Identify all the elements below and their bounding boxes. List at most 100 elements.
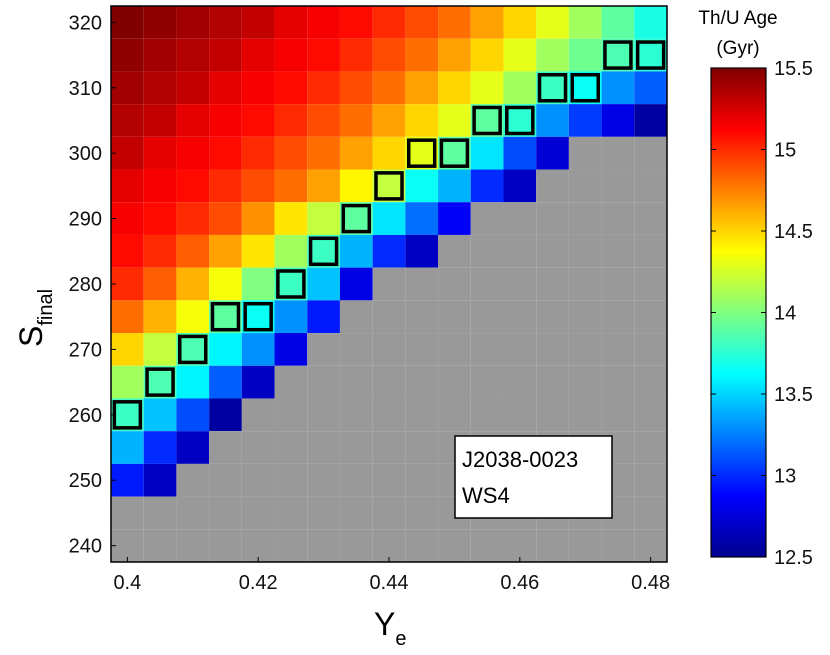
heatmap-cell (143, 529, 177, 562)
heatmap-cell (372, 234, 406, 268)
heatmap-cell (372, 267, 406, 301)
heatmap-cell (176, 333, 210, 366)
heatmap-cell (470, 333, 504, 366)
heatmap-cell (307, 398, 340, 432)
heatmap-cell (536, 234, 569, 268)
colorbar-ticks: 12.5 13 13.5 14 14.5 15 15.5 (711, 58, 813, 569)
heatmap-cell (438, 169, 471, 203)
heatmap-cell (503, 529, 537, 562)
heatmap-cell (568, 202, 602, 235)
heatmap-cell (536, 202, 569, 235)
heatmap-cell (176, 398, 210, 432)
x-tick-label: 0.42 (239, 572, 278, 594)
heatmap-cell (339, 333, 373, 366)
heatmap-cell (307, 71, 340, 105)
colorbar-tick-label: 13.5 (774, 384, 813, 406)
heatmap-cell (601, 398, 635, 432)
heatmap-cell (339, 496, 373, 530)
heatmap-cell (143, 365, 177, 399)
heatmap-cell (568, 169, 602, 203)
heatmap-cell (241, 431, 275, 464)
heatmap-cell (143, 169, 177, 203)
heatmap-cell (241, 71, 275, 105)
heatmap-cell (111, 71, 144, 105)
colorbar-tick-label: 12.5 (774, 547, 813, 569)
heatmap-cell (176, 431, 210, 464)
heatmap-cell (339, 234, 373, 268)
heatmap-cell (470, 234, 504, 268)
heatmap-cell (274, 202, 308, 235)
x-tick-label: 0.44 (370, 572, 409, 594)
heatmap-cell (438, 333, 471, 366)
heatmap-cell (568, 333, 602, 366)
heatmap-cell (536, 104, 569, 137)
heatmap-cell (372, 136, 406, 170)
heatmap-cell (143, 234, 177, 268)
heatmap-cell (111, 365, 144, 399)
heatmap-cell (307, 529, 340, 562)
heatmap-cell (405, 431, 439, 464)
heatmap-cell (209, 398, 242, 432)
heatmap-cell (601, 529, 635, 562)
heatmap-cell (536, 136, 569, 170)
heatmap-cell (470, 398, 504, 432)
heatmap-cell (339, 365, 373, 399)
heatmap-cell (405, 267, 439, 301)
heatmap-cell (143, 463, 177, 497)
heatmap-cell (536, 333, 569, 366)
heatmap-cell (143, 6, 177, 39)
heatmap-cell (634, 136, 667, 170)
heatmap-cell (372, 463, 406, 497)
heatmap-cell (372, 104, 406, 137)
heatmap-cell (111, 267, 144, 301)
heatmap-cell (405, 104, 439, 137)
heatmap-cell (568, 365, 602, 399)
x-tick-label: 0.4 (113, 572, 141, 594)
heatmap-cell (470, 136, 504, 170)
heatmap-cell (601, 267, 635, 301)
heatmap-cell (274, 104, 308, 137)
colorbar-tick-label: 15 (774, 140, 796, 162)
heatmap-cell (209, 38, 242, 72)
highlight-box (635, 40, 666, 70)
heatmap-cell (274, 529, 308, 562)
heatmap-cell (568, 267, 602, 301)
heatmap-cell (307, 333, 340, 366)
heatmap-cell (209, 169, 242, 203)
heatmap-cell (307, 234, 340, 268)
heatmap-cell (601, 169, 635, 203)
heatmap-cell (274, 234, 308, 268)
heatmap-cell (339, 202, 373, 235)
y-tick-label: 270 (69, 339, 102, 361)
heatmap-cell (634, 169, 667, 203)
y-tick-label: 290 (69, 209, 102, 231)
heatmap-cell (405, 463, 439, 497)
heatmap-cell (601, 71, 635, 105)
heatmap-cell (307, 38, 340, 72)
heatmap-cell (307, 463, 340, 497)
heatmap-cell (536, 398, 569, 432)
heatmap-cell (241, 300, 275, 334)
heatmap-cell (339, 136, 373, 170)
y-tick-label: 300 (69, 143, 102, 165)
heatmap-cell (143, 431, 177, 464)
heatmap-cell (241, 202, 275, 235)
heatmap-cell (601, 6, 635, 39)
heatmap-cell (307, 169, 340, 203)
heatmap-cell (503, 71, 537, 105)
heatmap-cell (111, 136, 144, 170)
heatmap-cell (536, 365, 569, 399)
heatmap-cell (470, 267, 504, 301)
x-axis-label: Ye (374, 606, 406, 650)
heatmap-cell (470, 300, 504, 334)
heatmap-cell (209, 71, 242, 105)
heatmap-cell (634, 267, 667, 301)
heatmap-cell (241, 529, 275, 562)
highlight-box (178, 334, 208, 365)
x-tick-label: 0.48 (631, 572, 670, 594)
heatmap-cell (438, 38, 471, 72)
heatmap-cell (503, 333, 537, 366)
heatmap-cell (143, 300, 177, 334)
heatmap-cell (143, 104, 177, 137)
annotation-star-id: J2038-0023 (462, 447, 578, 472)
